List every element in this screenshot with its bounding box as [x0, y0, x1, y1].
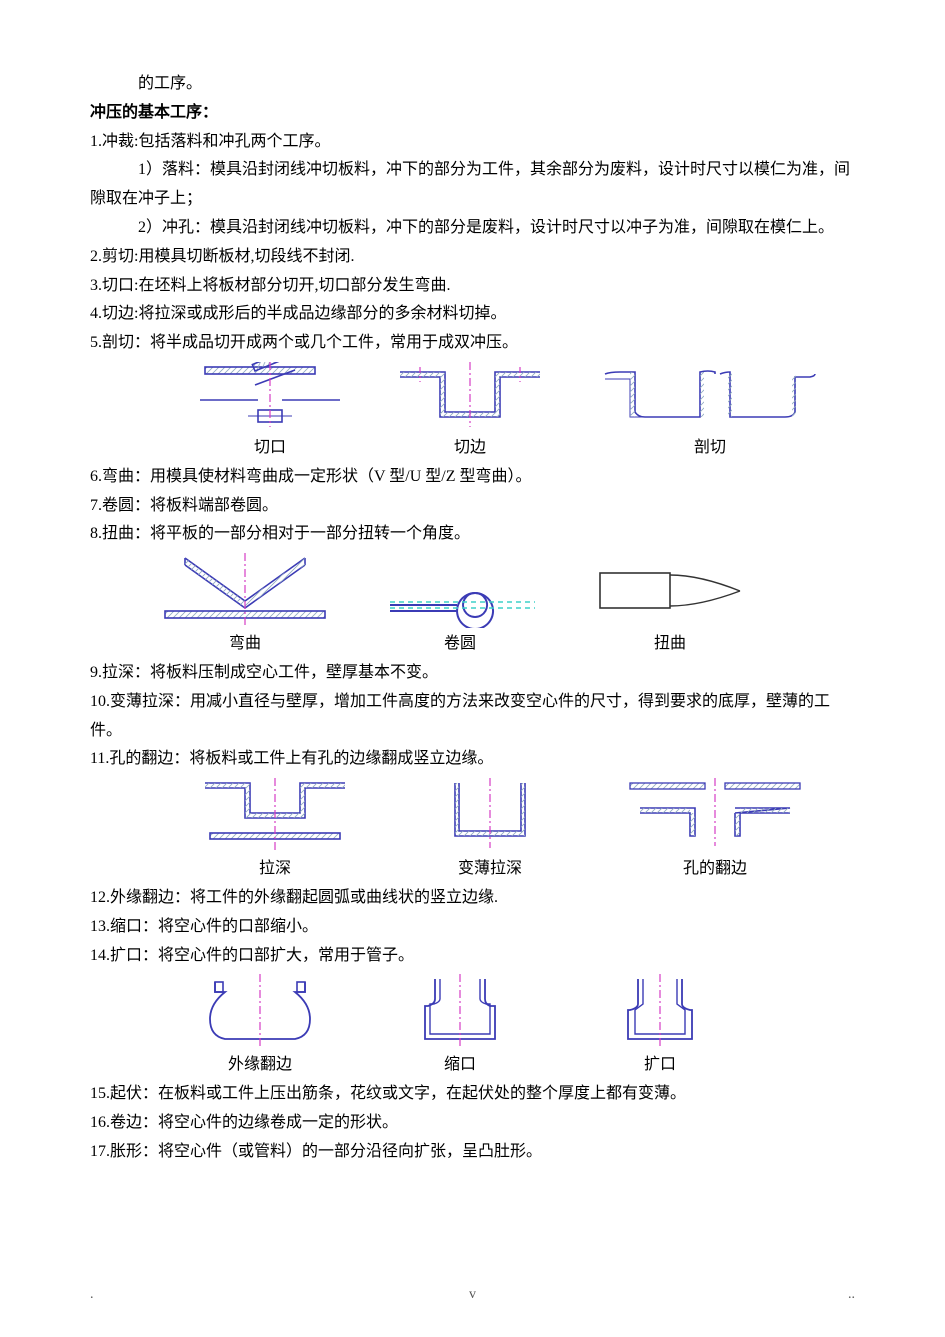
item-11: 11.孔的翻边：将板料或工件上有孔的边缘翻成竖立边缘。 [90, 745, 855, 774]
item-10: 10.变薄拉深：用减小直径与壁厚，增加工件高度的方法来改变空心件的尺寸，得到要求… [90, 688, 855, 746]
caption-waiyuan: 外缘翻边 [228, 1051, 292, 1080]
item-9: 9.拉深：将板料压制成空心工件，壁厚基本不变。 [90, 659, 855, 688]
diagram-qiekou: 切口 [200, 362, 340, 463]
diagram-suokou: 缩口 [390, 974, 530, 1080]
item-16: 16.卷边：将空心件的边缘卷成一定的形状。 [90, 1109, 855, 1138]
caption-juanyuan: 卷圆 [444, 630, 476, 659]
caption-lashen: 拉深 [259, 855, 291, 884]
diagram-kuokou: 扩口 [590, 974, 730, 1080]
item-4: 4.切边:将拉深或成形后的半成品边缘部分的多余材料切掉。 [90, 300, 855, 329]
item-6: 6.弯曲：用模具使材料弯曲成一定形状（V 型/U 型/Z 型弯曲）。 [90, 463, 855, 492]
diagram-lashen: 拉深 [190, 778, 360, 884]
diagram-row-3: 拉深 变薄拉深 [190, 778, 855, 884]
caption-kuokou: 扩口 [644, 1051, 676, 1080]
footer-left: . [90, 1282, 94, 1307]
item-17: 17.胀形：将空心件（或管料）的一部分沿径向扩张，呈凸肚形。 [90, 1138, 855, 1167]
diagram-row-1: 切口 [200, 362, 855, 463]
item-12: 12.外缘翻边：将工件的外缘翻起圆弧或曲线状的竖立边缘. [90, 884, 855, 913]
item-14: 14.扩口：将空心件的口部扩大，常用于管子。 [90, 942, 855, 971]
continuation-line: 的工序。 [90, 70, 855, 99]
caption-niuqv: 扭曲 [654, 630, 686, 659]
caption-pouqie: 剖切 [694, 434, 726, 463]
caption-bianbao: 变薄拉深 [458, 855, 522, 884]
item-1: 1.冲裁:包括落料和冲孔两个工序。 [90, 128, 855, 157]
item-7: 7.卷圆：将板料端部卷圆。 [90, 492, 855, 521]
document-page: 的工序。 冲压的基本工序： 1.冲裁:包括落料和冲孔两个工序。 1）落料：模具沿… [0, 0, 945, 1337]
diagram-juanyuan: 卷圆 [380, 553, 540, 659]
diagram-kongfanbian: 孔的翻边 [620, 778, 810, 884]
item-1a: 1）落料：模具沿封闭线冲切板料，冲下的部分为工件，其余部分为废料，设计时尺寸以模… [90, 156, 855, 214]
caption-kongfanbian: 孔的翻边 [683, 855, 747, 884]
diagram-row-2: 弯曲 卷圆 扭曲 [160, 553, 855, 659]
item-8: 8.扭曲：将平板的一部分相对于一部分扭转一个角度。 [90, 520, 855, 549]
item-13: 13.缩口：将空心件的口部缩小。 [90, 913, 855, 942]
footer-right: .. [848, 1282, 855, 1307]
caption-wanqu: 弯曲 [229, 630, 261, 659]
item-1b: 2）冲孔：模具沿封闭线冲切板料，冲下的部分是废料，设计时尺寸以冲子为准，间隙取在… [90, 214, 855, 243]
diagram-pouqie: 剖切 [600, 362, 820, 463]
diagram-waiyuan: 外缘翻边 [190, 974, 330, 1080]
diagram-row-4: 外缘翻边 缩口 扩口 [190, 974, 855, 1080]
item-2: 2.剪切:用模具切断板材,切段线不封闭. [90, 243, 855, 272]
item-5: 5.剖切：将半成品切开成两个或几个工件，常用于成双冲压。 [90, 329, 855, 358]
diagram-qiebian: 切边 [390, 362, 550, 463]
caption-suokou: 缩口 [444, 1051, 476, 1080]
caption-qiebian: 切边 [454, 434, 486, 463]
diagram-wanqu: 弯曲 [160, 553, 330, 659]
diagram-niuqv: 扭曲 [590, 553, 750, 659]
item-15: 15.起伏：在板料或工件上压出筋条，花纹或文字，在起伏处的整个厚度上都有变薄。 [90, 1080, 855, 1109]
diagram-bianbao: 变薄拉深 [420, 778, 560, 884]
footer-center: v [469, 1282, 476, 1307]
section-heading: 冲压的基本工序： [90, 99, 855, 128]
item-3: 3.切口:在坯料上将板材部分切开,切口部分发生弯曲. [90, 272, 855, 301]
caption-qiekou: 切口 [254, 434, 286, 463]
